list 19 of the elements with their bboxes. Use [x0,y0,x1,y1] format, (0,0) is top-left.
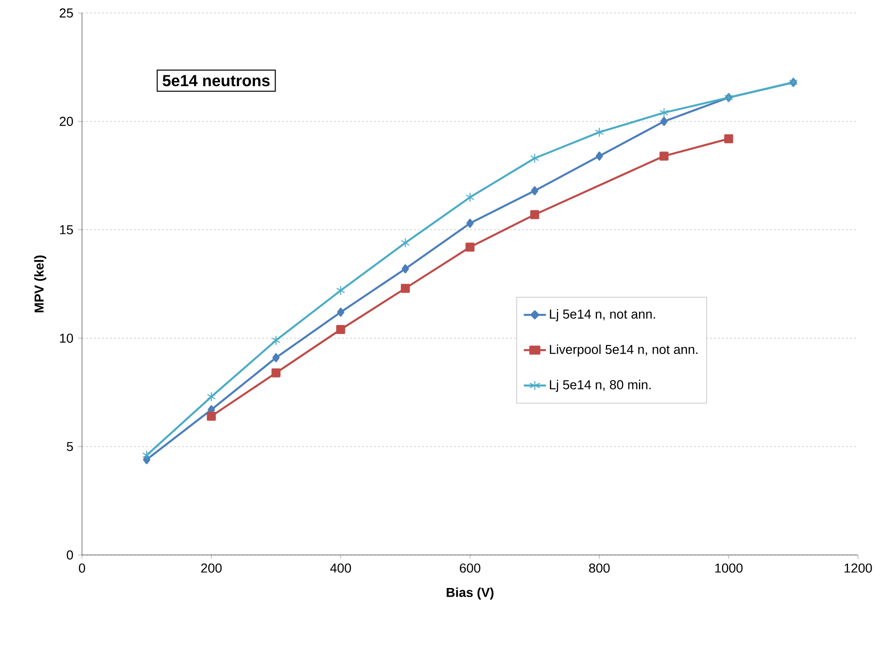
legend-label: Lj 5e14 n, not ann. [550,309,655,322]
y-axis-title: MPV (kel) [34,255,46,312]
x-tick-label: 400 [330,563,351,573]
x-tick-label: 1200 [844,563,872,573]
x-tick-label: 1000 [715,563,743,573]
x-axis-title: Bias (V) [446,587,494,600]
y-tick-label: 10 [60,334,73,343]
y-tick-label: 5 [66,442,73,452]
y-tick-label: 25 [60,8,73,18]
y-tick-label: 20 [60,116,73,126]
legend-label: Liverpool 5e14 n, not ann. [550,344,698,357]
x-tick-label: 200 [201,563,222,573]
annotation: 5e14 neutrons [162,75,270,86]
x-tick-label: 0 [78,563,86,573]
x-tick-label: 600 [460,563,480,573]
y-tick-label: 15 [60,225,73,234]
legend-label: Lj 5e14 n, 80 min. [550,380,651,392]
y-tick-label: 0 [66,550,73,560]
x-tick-label: 800 [589,563,610,573]
